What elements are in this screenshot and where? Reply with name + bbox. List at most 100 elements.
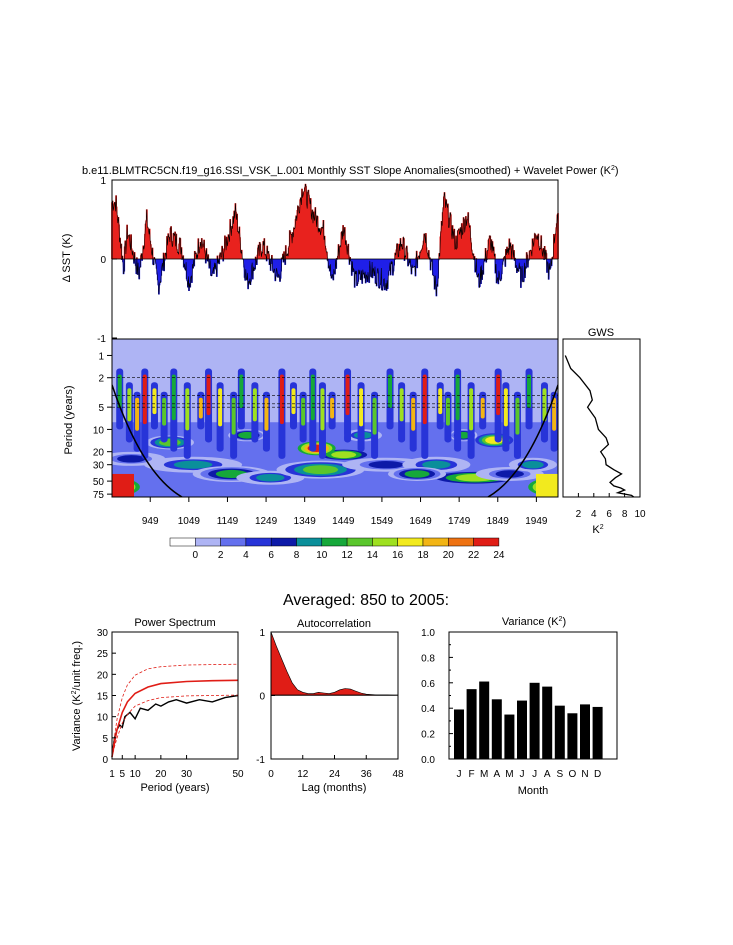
timeseries-ytick-label: 1	[100, 176, 106, 187]
wavelet-spike-core	[515, 397, 520, 435]
wavelet-spike-core	[310, 374, 315, 421]
wavelet-edge-right	[536, 473, 558, 497]
power-spectrum-spectrum-line	[111, 694, 239, 757]
anomaly-line	[111, 183, 559, 297]
sst-timeseries-panel: Δ SST (K) 1 0 -1	[61, 176, 559, 345]
wavelet-xtick-label: 1949	[525, 516, 548, 527]
wavelet-spike-core	[388, 374, 393, 408]
power-spectrum-ytick-label: 30	[97, 628, 109, 639]
wavelet-spike-core	[171, 374, 176, 421]
colorbar-swatch	[422, 537, 449, 547]
power-spectrum-xtick-label: 1	[109, 769, 115, 780]
wavelet-spike-core	[542, 388, 547, 422]
colorbar-swatch	[321, 537, 348, 547]
variance-ytick-label: 0.4	[421, 704, 435, 715]
power-spectrum-xtick-label: 30	[181, 769, 193, 780]
wavelet-spike-core	[438, 388, 443, 415]
power-spectrum-xtick-label: 10	[130, 769, 142, 780]
wavelet-spike-core	[291, 388, 296, 415]
wavelet-spike-core	[527, 374, 532, 408]
variance-ytick-label: 0.8	[421, 653, 435, 664]
variance-xtick-label: N	[581, 769, 588, 780]
wavelet-spike-core	[320, 388, 325, 431]
wavelet-spike-core	[503, 388, 508, 427]
colorbar-label: 6	[268, 550, 274, 561]
variance-xtick-label: M	[480, 769, 488, 780]
wavelet-power-blob	[522, 461, 544, 469]
wavelet-power-blob	[422, 460, 451, 469]
wavelet-xtick-label: 1249	[255, 516, 278, 527]
timeseries-ytick-label: -1	[97, 334, 106, 345]
wavelet-spike-core	[445, 397, 450, 426]
averaged-title: Averaged: 850 to 2005:	[283, 592, 449, 609]
gws-panel: GWS 2 4 6 8 10 K2	[562, 327, 646, 536]
variance-xtick-label: A	[544, 769, 551, 780]
gws-frame	[562, 338, 641, 498]
autocorrelation-xtick-label: 36	[361, 769, 373, 780]
variance-bar	[479, 681, 490, 759]
power-spectrum-xtick-label: 20	[155, 769, 167, 780]
power-spectrum-frame	[111, 631, 239, 760]
power-spectrum-ytick-label: 15	[97, 692, 109, 703]
variance-xtick-label: O	[569, 769, 577, 780]
wavelet-xtick-label: 1749	[448, 516, 471, 527]
colorbar-label: 10	[316, 550, 328, 561]
variance-bar	[466, 689, 477, 759]
autocorrelation-xtick-label: 48	[392, 769, 404, 780]
variance-xtick-label: F	[469, 769, 475, 780]
variance-title: Variance (K2)	[502, 616, 566, 628]
variance-bar	[542, 686, 553, 759]
power-spectrum-ytick-label: 10	[97, 713, 109, 724]
gws-xtick-label: 10	[634, 509, 646, 520]
power-spectrum-lower-bound-line	[111, 694, 239, 758]
wavelet-ytick-label: 75	[93, 490, 105, 501]
variance-xtick-label: A	[493, 769, 500, 780]
power-spectrum-ytick-label: 25	[97, 649, 109, 660]
wavelet-ylabel: Period (years)	[63, 385, 75, 454]
colorbar-label: 24	[493, 550, 505, 561]
variance-xtick-label: J	[532, 769, 537, 780]
wavelet-power-blob	[173, 460, 213, 469]
wavelet-power-blob	[256, 474, 285, 482]
wavelet-colorbar: 0 2 4 6 8 10 12 14 16 18 20 22 24	[169, 537, 505, 561]
colorbar-swatch	[473, 537, 500, 547]
colorbar-swatch	[169, 537, 196, 547]
wavelet-edge-left	[112, 473, 134, 497]
wavelet-ytick-label: 30	[93, 461, 105, 472]
wavelet-spike-core	[162, 397, 167, 426]
autocorrelation-xlabel: Lag (months)	[302, 782, 367, 794]
variance-bar	[592, 706, 603, 759]
power-spectrum-ytick-label: 5	[102, 734, 108, 745]
colorbar-label: 14	[367, 550, 379, 561]
autocorrelation-ytick-label: 1	[259, 628, 265, 639]
variance-bar	[554, 705, 565, 759]
colorbar-swatch	[296, 537, 323, 547]
power-spectrum-ytick-label: 0	[102, 755, 108, 766]
variance-ytick-label: 0.2	[421, 730, 435, 741]
variance-bar	[491, 699, 502, 759]
variance-ytick-label: 0.6	[421, 679, 435, 690]
wavelet-xtick-label: 1849	[487, 516, 510, 527]
wavelet-power-blob	[404, 470, 430, 478]
power-spectrum-title: Power Spectrum	[134, 617, 215, 629]
wavelet-ytick-label: 5	[98, 403, 104, 414]
autocorrelation-panel: Autocorrelation 10-10 12 24 36 48 Lag (month…	[256, 618, 404, 794]
power-spectrum-ytick-label: 20	[97, 670, 109, 681]
autocorrelation-xtick-label: 12	[297, 769, 309, 780]
wavelet-xtick-label: 1549	[371, 516, 394, 527]
variance-bar	[567, 713, 578, 759]
wavelet-spike-core	[496, 374, 501, 416]
wavelet-spike-core	[411, 397, 416, 431]
wavelet-spike-core	[198, 397, 203, 419]
wavelet-spike-core	[239, 374, 244, 408]
colorbar-label: 18	[417, 550, 429, 561]
wavelet-power-blob	[368, 461, 404, 469]
variance-xtick-label: S	[556, 769, 563, 780]
colorbar-label: 16	[392, 550, 404, 561]
variance-bar	[517, 700, 527, 759]
wavelet-spike-core	[218, 388, 223, 427]
wavelet-xtick-label: 949	[142, 516, 159, 527]
gws-xtick-label: 8	[622, 509, 628, 520]
variance-xtick-label: J	[457, 769, 462, 780]
variance-bar	[580, 704, 590, 759]
